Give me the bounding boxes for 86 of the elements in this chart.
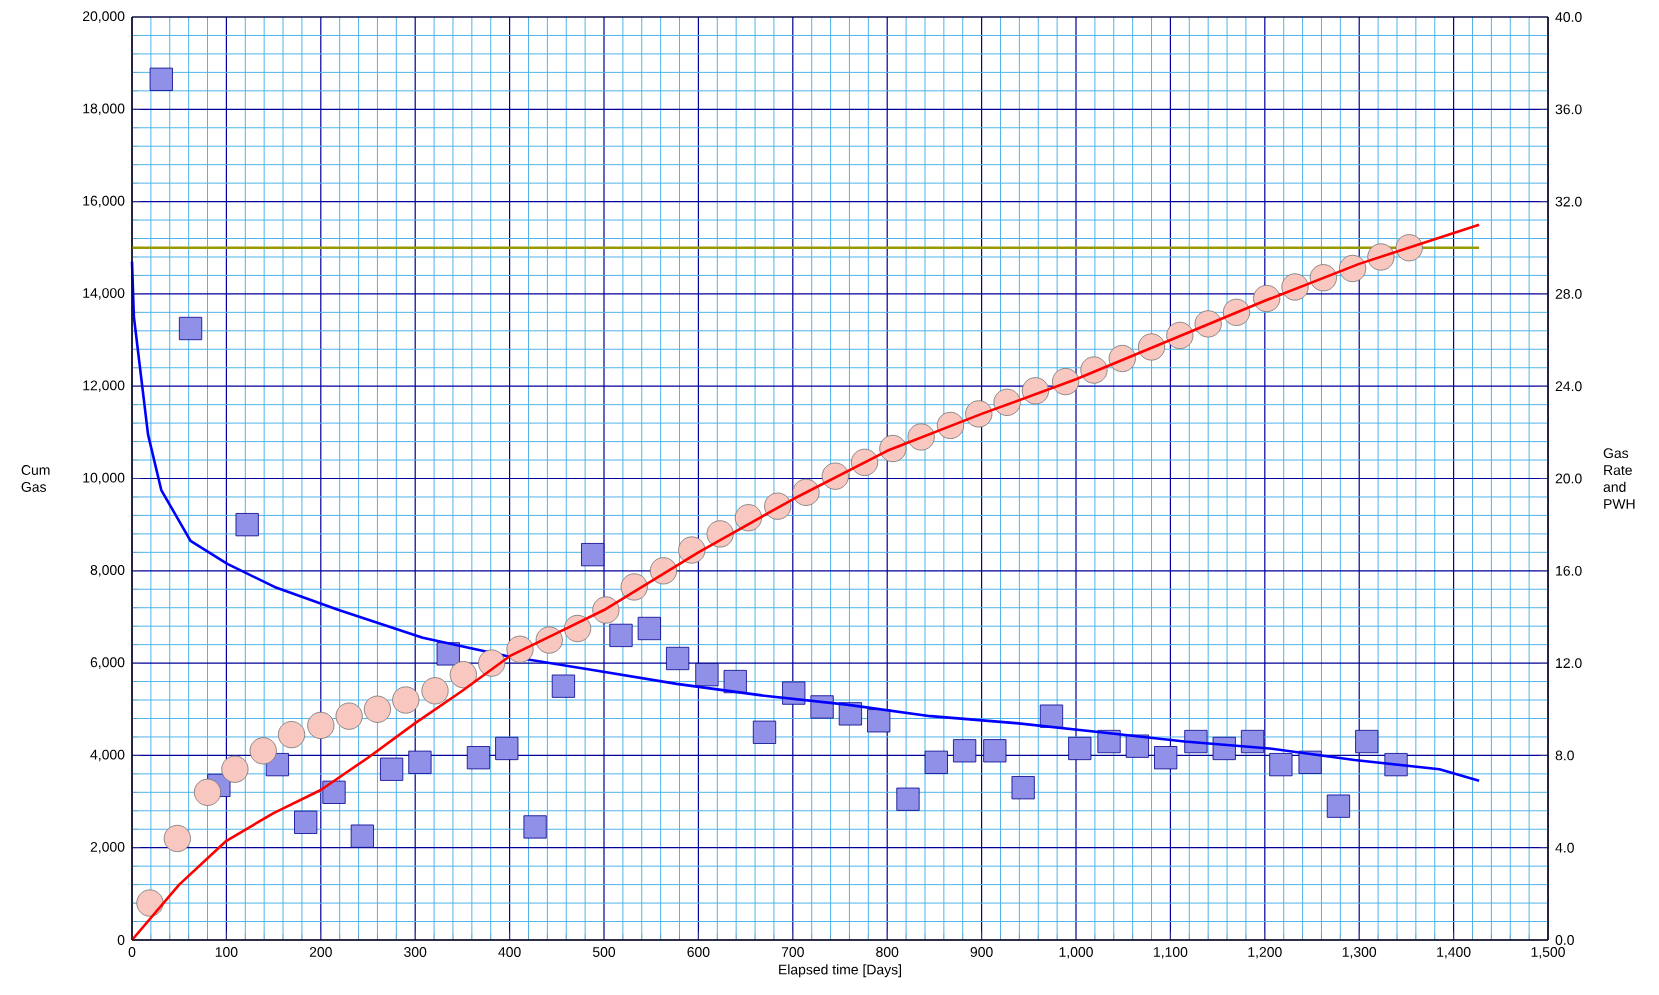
point [1039,704,1064,728]
point [953,739,977,763]
point [896,787,920,811]
point [637,616,661,641]
y2-tick-label: 0.0 [1555,935,1574,945]
point [523,815,547,839]
x-tick-label: 100 [215,947,238,957]
y2-tick-label: 12.0 [1556,658,1582,669]
point [1269,753,1293,777]
point [380,757,404,781]
y2-tick-label: 16.0 [1556,565,1582,576]
point [581,543,605,567]
point [408,750,432,774]
x-tick-label: 600 [687,947,710,957]
y-axis-title: Cum Gas [21,465,50,492]
point [1326,794,1351,818]
y-tick-label: 14,000 [83,288,125,300]
y-tick-label: 12,000 [83,380,125,392]
x-tick-label: 200 [309,947,332,957]
point [277,721,306,749]
point [249,737,277,765]
x-tick-label: 700 [781,947,804,957]
point [335,702,363,730]
point [1154,746,1178,770]
point [163,824,191,853]
y-tick-label: 4,000 [90,749,125,762]
point [193,778,222,806]
point [421,677,449,705]
point [983,739,1007,763]
point [695,663,719,687]
point [322,780,346,804]
x-tick-label: 300 [404,947,427,957]
y2-tick-label: 32.0 [1555,196,1582,207]
point [178,316,203,341]
y-tick-label: 18,000 [83,103,125,116]
point [294,810,318,834]
point [307,711,335,739]
point [235,513,259,537]
point [221,755,249,783]
point [551,674,576,698]
y-tick-label: 2,000 [90,841,125,854]
x-tick-label: 500 [592,947,616,957]
point [1355,729,1379,754]
y-tick-label: 6,000 [90,657,125,669]
x-tick-label: 1,100 [1154,947,1188,959]
point [466,746,491,770]
x-tick-label: 0 [128,947,136,957]
y2-tick-label: 40.0 [1555,12,1582,22]
x-tick-label: 900 [970,947,993,957]
point [867,709,891,733]
y2-tick-label: 20.0 [1555,473,1582,484]
y2-tick-label: 36.0 [1555,104,1582,115]
x-tick-label: 1,400 [1437,947,1471,959]
point [752,720,777,744]
point [609,623,633,648]
point [449,661,477,689]
point [666,646,690,671]
y-tick-label: 0 [117,935,125,945]
x-axis-title: Elapsed time [Days] [779,964,901,978]
y-tick-label: 8,000 [90,565,125,577]
y2-tick-label: 4.0 [1555,842,1574,853]
point [495,736,519,761]
point [1011,776,1035,800]
point [1068,736,1092,761]
point [392,686,420,714]
x-tick-label: 1,300 [1342,947,1377,959]
point [350,824,374,848]
line-series [130,223,1481,942]
x-tick-label: 1,200 [1248,947,1282,959]
x-tick-label: 400 [498,947,521,957]
point [363,695,392,723]
y2-tick-label: 28.0 [1555,288,1582,299]
point [924,750,948,774]
point [436,642,460,666]
y2-tick-label: 8.0 [1555,750,1574,761]
point [149,67,173,91]
point [136,889,164,917]
y-tick-label: 10,000 [83,472,125,485]
y-tick-label: 16,000 [83,195,125,208]
x-tick-label: 1,000 [1059,947,1093,959]
y2-tick-label: 24.0 [1555,381,1582,392]
x-tick-label: 1,500 [1531,947,1565,959]
point [723,669,747,694]
y2-axis-title: Gas Rate and PWH [1603,448,1635,509]
y-tick-label: 20,000 [82,11,125,23]
x-tick-label: 800 [876,947,899,957]
